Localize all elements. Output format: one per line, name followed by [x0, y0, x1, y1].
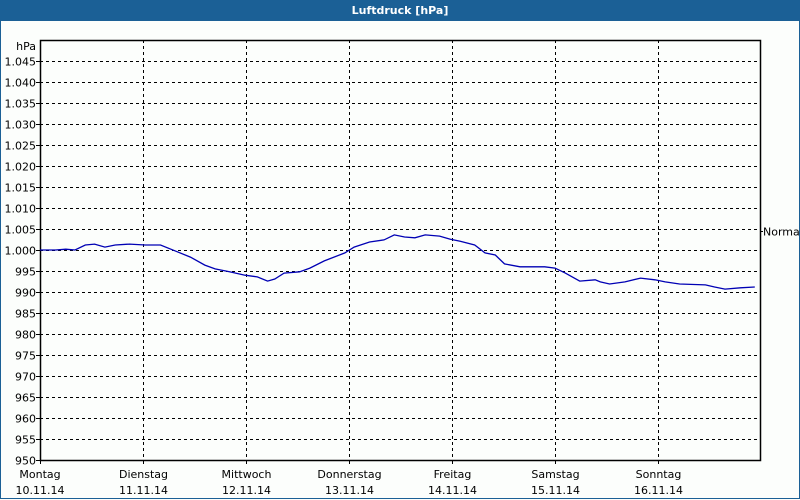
- x-tick-date: 16.11.14: [634, 484, 683, 497]
- y-tick-label: 1.005: [5, 224, 37, 237]
- y-tick-label: 975: [15, 350, 36, 363]
- y-tick-label: 1.030: [5, 119, 37, 132]
- y-tick-label: 965: [15, 392, 36, 405]
- y-tick-label: 980: [15, 329, 36, 342]
- y-tick-label: 990: [15, 287, 36, 300]
- y-tick-label: 985: [15, 308, 36, 321]
- x-tick-day: Montag: [19, 468, 60, 481]
- y-axis: hPa 1.045 1.040 1.035 1.030 1.025 1.020 1.015 1.…: [5, 40, 40, 468]
- x-tick-day: Dienstag: [119, 468, 168, 481]
- x-tick-date: 10.11.14: [16, 484, 65, 497]
- y-tick-label: 995: [15, 266, 36, 279]
- y-tick-label: 1.000: [5, 245, 37, 258]
- pressure-line: [40, 234, 755, 290]
- chart-title: Luftdruck [hPa]: [0, 0, 800, 21]
- normal-label: Normal: [763, 226, 800, 239]
- y-tick-label: 960: [15, 413, 36, 426]
- y-tick-label: 1.025: [5, 140, 37, 153]
- x-tick-date: 14.11.14: [428, 484, 477, 497]
- y-tick-label: 955: [15, 434, 36, 447]
- gridlines: [40, 40, 760, 460]
- x-tick-date: 15.11.14: [531, 484, 580, 497]
- x-tick-day: Mittwoch: [222, 468, 272, 481]
- x-tick-date: 13.11.14: [325, 484, 374, 497]
- y-tick-label: 1.035: [5, 98, 37, 111]
- x-tick-day: Samstag: [531, 468, 579, 481]
- x-tick-date: 11.11.14: [119, 484, 168, 497]
- x-tick-day: Freitag: [434, 468, 472, 481]
- y-tick-label: 950: [15, 455, 36, 468]
- y-tick-label: 970: [15, 371, 36, 384]
- x-tick-date: 12.11.14: [222, 484, 271, 497]
- y-tick-label: 1.020: [5, 161, 37, 174]
- y-tick-label: 1.010: [5, 203, 37, 216]
- y-tick-label: 1.040: [5, 77, 37, 90]
- x-axis: Montag 10.11.14 Dienstag 11.11.14 Mittwoch 12…: [16, 460, 683, 497]
- y-tick-label: 1.045: [5, 56, 37, 69]
- y-axis-unit: hPa: [16, 40, 36, 53]
- x-tick-day: Donnerstag: [317, 468, 381, 481]
- y-tick-label: 1.015: [5, 182, 37, 195]
- normal-reference: Normal: [760, 226, 800, 239]
- x-tick-day: Sonntag: [636, 468, 682, 481]
